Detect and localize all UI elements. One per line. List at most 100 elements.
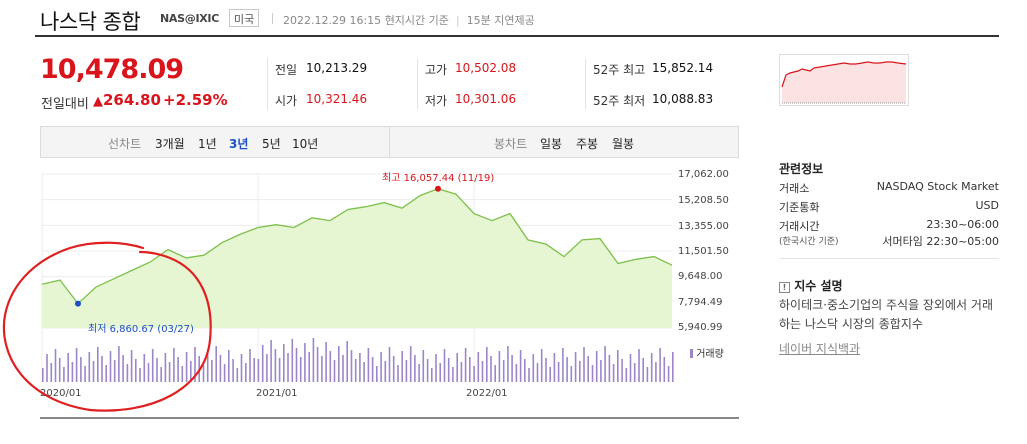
volume-bar — [486, 347, 488, 382]
index-desc-title: ! 지수 설명 — [779, 277, 843, 294]
volume-bar — [287, 353, 289, 382]
divider — [779, 258, 999, 259]
change-value: ▲264.80 — [93, 91, 161, 109]
volume-bar — [473, 366, 475, 382]
x-tick: 2020/01 — [40, 388, 82, 399]
y-tick: 7,794.49 — [678, 297, 723, 308]
chart-marks — [75, 185, 441, 307]
volume-bar — [321, 356, 323, 382]
volume-bar — [245, 363, 247, 382]
volume-bar — [181, 366, 184, 382]
volume-bar — [557, 362, 560, 382]
volume-bar — [638, 349, 640, 382]
hours-label: 거래시간 — [779, 220, 820, 233]
volume-bar — [278, 358, 281, 382]
volume-bar — [426, 359, 429, 382]
volume-bar — [151, 349, 154, 382]
volume-bar — [502, 360, 505, 382]
volume-bar — [621, 359, 623, 382]
volume-bar — [118, 346, 120, 382]
volume-bar — [50, 363, 53, 382]
volume-bar — [528, 368, 530, 382]
volume-bar — [532, 354, 535, 382]
divider — [417, 58, 418, 110]
index-code: NAS@IXIC — [160, 12, 219, 25]
volume-bar — [625, 368, 628, 382]
sparkline-chart[interactable] — [779, 54, 909, 106]
volume-bar — [392, 356, 395, 382]
stat-label-high: 고가 — [425, 63, 448, 77]
volume-bar — [579, 361, 581, 382]
current-price: 10,478.09 — [40, 54, 184, 85]
up-arrow-icon: ▲ — [93, 94, 103, 109]
volume-bar — [359, 353, 361, 382]
tab-3-months[interactable]: 3개월 — [155, 137, 185, 151]
sparkline-fill — [782, 62, 906, 103]
volume-bar — [325, 342, 327, 382]
volume-bar — [456, 353, 458, 382]
price-area-fill — [42, 188, 672, 328]
volume-bar — [122, 355, 124, 382]
volume-bar — [553, 353, 556, 382]
volume-bar — [511, 355, 513, 382]
volume-bar — [88, 352, 91, 382]
page-title: 나스닥 종합 — [40, 10, 141, 34]
volume-bar — [67, 353, 69, 382]
tab-5-years[interactable]: 5년 — [262, 137, 281, 151]
volume-bar — [376, 366, 378, 382]
volume-bar — [46, 354, 48, 382]
volume-bar — [405, 360, 408, 382]
volume-bar — [105, 365, 107, 382]
tab-10-years[interactable]: 10년 — [292, 137, 319, 151]
y-tick: 13,355.00 — [678, 221, 729, 232]
low-annotation: 최저 6,860.67 (03/27) — [88, 324, 194, 335]
red-circle-annotation — [2, 241, 212, 412]
delay-text: 15분 지연제공 — [466, 14, 535, 27]
volume-bar — [291, 339, 294, 382]
tab-1-year[interactable]: 1년 — [198, 137, 217, 151]
volume-bar — [612, 364, 615, 382]
naver-knowledge-link[interactable]: 네이버 지식백과 — [779, 342, 861, 356]
volume-bar — [338, 346, 340, 382]
volume-bar — [536, 363, 539, 382]
volume-bar — [71, 362, 74, 382]
volume-bar — [469, 357, 471, 382]
volume-bar — [147, 363, 150, 382]
price-chart[interactable] — [0, 160, 745, 405]
tab-3-years[interactable]: 3년 — [229, 137, 249, 151]
volume-bar — [481, 361, 484, 382]
volume-bar — [608, 355, 611, 382]
volume-bar — [253, 358, 255, 382]
volume-bar — [177, 357, 179, 382]
tab-daily[interactable]: 일봉 — [540, 137, 563, 151]
stat-label-low: 저가 — [425, 94, 448, 108]
volume-bar — [329, 351, 332, 382]
line-chart-label: 선차트 — [108, 137, 142, 151]
volume-bar — [663, 357, 666, 382]
volume-bar — [562, 348, 564, 382]
volume-bar — [397, 365, 399, 382]
tab-monthly[interactable]: 월봉 — [612, 137, 635, 151]
high-marker — [435, 185, 441, 192]
stat-label-prev: 전일 — [275, 63, 298, 77]
volume-bar — [655, 362, 657, 382]
volume-bar — [206, 351, 209, 382]
volume-bar — [295, 348, 298, 382]
volume-bar — [299, 357, 302, 382]
exchange-label: 거래소 — [779, 182, 810, 195]
volume-bar — [283, 344, 285, 382]
volume-bar — [363, 362, 365, 382]
divider — [272, 13, 273, 24]
volume-bar — [173, 348, 175, 382]
volume-bar — [418, 364, 420, 382]
meta-info: 2022.12.29 16:15 현지시간 기준 | 15분 지연제공 — [283, 12, 535, 28]
volume-legend: 거래량 — [690, 345, 724, 360]
volume-bar — [524, 359, 526, 382]
volume-bar — [236, 368, 239, 382]
volume-bar — [617, 350, 619, 382]
tab-weekly[interactable]: 주봉 — [576, 137, 599, 151]
volume-bar — [84, 366, 86, 382]
volume-bar — [190, 361, 192, 382]
volume-bar — [591, 365, 594, 382]
stat-label-52w-high: 52주 최고 — [593, 63, 646, 77]
